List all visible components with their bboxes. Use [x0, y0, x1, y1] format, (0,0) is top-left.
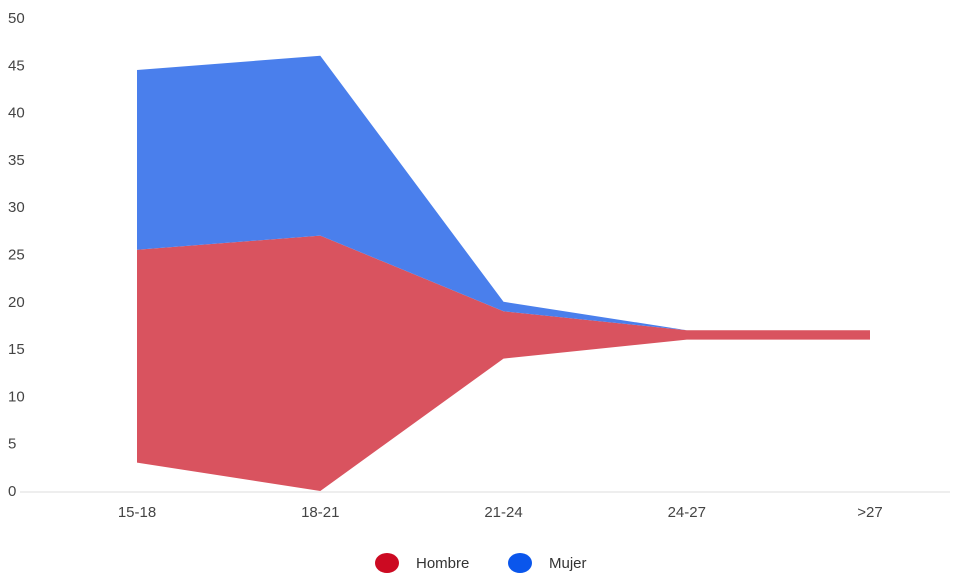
y-tick-label: 25 — [8, 247, 25, 264]
legend[interactable]: Hombre Mujer — [375, 553, 587, 573]
x-tick-label: 21-24 — [484, 504, 522, 521]
y-tick-label: 50 — [8, 10, 25, 27]
y-tick-label: 40 — [8, 105, 25, 122]
y-tick-label: 20 — [8, 294, 25, 311]
x-tick-label: 18-21 — [301, 504, 339, 521]
x-tick-label: 15-18 — [118, 504, 156, 521]
legend-label: Hombre — [416, 555, 469, 572]
legend-swatch — [375, 553, 399, 573]
x-tick-label: 24-27 — [668, 504, 706, 521]
area-hombre[interactable] — [137, 235, 870, 491]
legend-item-mujer[interactable]: Mujer — [508, 553, 587, 573]
x-axis-ticks: 15-18 18-21 21-24 24-27 >27 — [118, 504, 883, 521]
y-tick-label: 10 — [8, 388, 25, 405]
y-axis-ticks: 0 5 10 15 20 25 30 35 40 45 50 — [8, 10, 25, 500]
y-tick-label: 35 — [8, 152, 25, 169]
y-tick-label: 45 — [8, 57, 25, 74]
legend-swatch — [508, 553, 532, 573]
area-mujer[interactable] — [137, 55, 870, 331]
y-tick-label: 0 — [8, 483, 16, 500]
y-tick-label: 15 — [8, 341, 25, 358]
y-tick-label: 5 — [8, 436, 16, 453]
x-tick-label: >27 — [857, 504, 882, 521]
legend-item-hombre[interactable]: Hombre — [375, 553, 469, 573]
y-tick-label: 30 — [8, 199, 25, 216]
legend-label: Mujer — [549, 555, 587, 572]
series-areas — [137, 55, 870, 491]
